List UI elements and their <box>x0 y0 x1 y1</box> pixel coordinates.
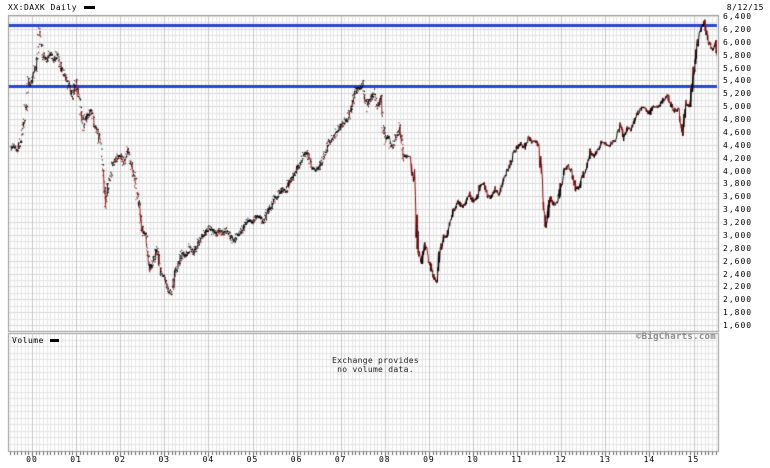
y-axis-tick-label: 6,400 <box>723 12 753 21</box>
y-axis-tick-label: 5,600 <box>723 63 753 73</box>
y-axis-tick-label: 3,000 <box>723 230 753 240</box>
x-axis-tick-label: 02 <box>114 455 126 464</box>
y-axis-tick-label: 1,800 <box>723 308 753 318</box>
x-axis-tick-label: 09 <box>423 455 435 464</box>
no-volume-message-line1: Exchange provides <box>332 356 419 365</box>
y-axis-tick-label: 5,400 <box>723 76 753 86</box>
x-axis-tick-label: 08 <box>378 455 391 464</box>
y-axis-tick-label: 2,600 <box>723 256 753 266</box>
x-axis-tick-label: 04 <box>202 455 215 464</box>
volume-label: Volume <box>12 336 44 345</box>
y-axis-tick-label: 3,400 <box>723 205 753 215</box>
volume-label-row: Volume <box>12 336 59 345</box>
no-volume-message: Exchange provides no volume data. <box>303 356 448 374</box>
y-axis-tick-label: 4,400 <box>723 140 753 150</box>
chart-header: XX:DAXK Daily <box>8 3 96 12</box>
x-axis-tick-label: 13 <box>599 455 612 464</box>
x-axis-tick-label: 03 <box>158 455 171 464</box>
y-axis-tick-label: 5,000 <box>723 102 753 112</box>
x-axis-tick-label: 00 <box>26 455 38 464</box>
y-axis-tick-label: 3,200 <box>723 218 753 227</box>
x-axis-tick-label: 14 <box>643 455 656 464</box>
y-axis-tick-label: 1,600 <box>723 321 753 330</box>
y-axis-tick-label: 2,400 <box>723 269 753 279</box>
y-axis-tick-label: 4,200 <box>723 153 753 163</box>
y-axis-tick-label: 4,600 <box>723 127 753 137</box>
y-axis-tick-label: 2,200 <box>723 282 753 292</box>
x-axis-tick-label: 15 <box>687 455 700 464</box>
copyright-watermark: ©BigCharts.com <box>635 332 716 342</box>
y-axis-tick-label: 5,800 <box>723 50 753 60</box>
x-axis-tick-label: 05 <box>246 455 259 464</box>
y-axis-tick-label: 3,600 <box>723 192 753 202</box>
volume-legend-dash-icon <box>49 339 59 342</box>
x-axis-tick-label: 06 <box>290 455 303 464</box>
y-axis-tick-label: 4,000 <box>723 166 753 176</box>
y-axis-tick-label: 4,800 <box>723 115 753 124</box>
x-axis-tick-label: 10 <box>467 455 479 464</box>
y-axis-tick-label: 2,800 <box>723 243 753 253</box>
x-axis-tick-label: 11 <box>511 455 523 464</box>
price-series-legend-dash-icon <box>84 6 96 9</box>
y-axis-tick-label: 2,000 <box>723 295 753 305</box>
chart-date: 8/12/15 <box>726 3 764 12</box>
y-axis-tick-label: 6,000 <box>723 37 753 47</box>
chart-title: XX:DAXK Daily <box>8 3 78 12</box>
x-axis-tick-label: 07 <box>334 455 347 464</box>
y-axis-tick-label: 5,200 <box>723 89 753 99</box>
x-axis-tick-label: 01 <box>70 455 82 464</box>
x-axis-tick-label: 12 <box>555 455 567 464</box>
y-axis-tick-label: 3,800 <box>723 179 753 189</box>
y-axis-tick-label: 6,200 <box>723 24 753 34</box>
no-volume-message-line2: no volume data. <box>337 365 414 374</box>
